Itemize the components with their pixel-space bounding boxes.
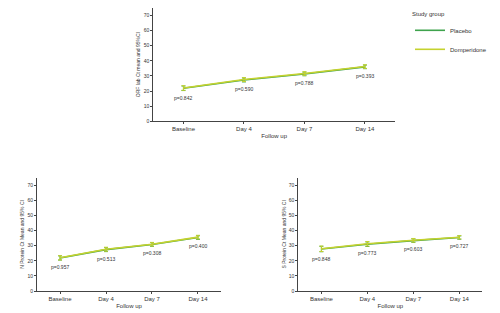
svg-text:40: 40 (289, 227, 295, 233)
svg-text:p=0.590: p=0.590 (235, 86, 253, 92)
svg-text:Follow up: Follow up (261, 133, 287, 139)
svg-text:p=0.603: p=0.603 (404, 246, 422, 252)
svg-text:30: 30 (289, 242, 295, 248)
svg-text:20: 20 (144, 88, 150, 94)
svg-text:Day 4: Day 4 (360, 296, 376, 302)
svg-text:40: 40 (27, 227, 33, 233)
svg-text:N Protein Ct Mean and 95% CI: N Protein Ct Mean and 95% CI (19, 200, 25, 269)
svg-text:Day 7: Day 7 (144, 296, 160, 302)
svg-text:Study group: Study group (412, 11, 445, 17)
svg-text:60: 60 (27, 197, 33, 203)
svg-text:Baseline: Baseline (49, 296, 73, 302)
svg-text:20: 20 (27, 258, 33, 264)
svg-text:0: 0 (146, 118, 149, 124)
svg-text:30: 30 (144, 73, 150, 79)
svg-text:10: 10 (144, 103, 150, 109)
svg-text:Follow up: Follow up (116, 303, 142, 309)
svg-text:60: 60 (289, 197, 295, 203)
svg-text:70: 70 (289, 182, 295, 188)
svg-text:50: 50 (144, 42, 150, 48)
svg-text:p=0.727: p=0.727 (450, 243, 468, 249)
svg-text:0: 0 (292, 288, 295, 294)
svg-text:60: 60 (144, 27, 150, 33)
svg-text:Day 7: Day 7 (406, 296, 422, 302)
svg-text:p=0.957: p=0.957 (51, 264, 69, 270)
svg-text:Day 4: Day 4 (98, 296, 114, 302)
svg-text:50: 50 (27, 212, 33, 218)
svg-text:ORF lab Ct mean and 95%CI: ORF lab Ct mean and 95%CI (135, 32, 141, 97)
svg-text:10: 10 (27, 273, 33, 279)
svg-text:p=0.788: p=0.788 (295, 80, 313, 86)
svg-text:Day 14: Day 14 (450, 296, 470, 302)
svg-text:S Protein Ct Mean and 95% CI: S Protein Ct Mean and 95% CI (281, 200, 287, 268)
svg-text:70: 70 (27, 182, 33, 188)
svg-text:Domperidone: Domperidone (450, 47, 487, 53)
svg-text:30: 30 (27, 242, 33, 248)
svg-text:p=0.848: p=0.848 (312, 256, 330, 262)
svg-text:p=0.400: p=0.400 (189, 243, 207, 249)
svg-text:p=0.308: p=0.308 (143, 250, 161, 256)
svg-text:Day 14: Day 14 (188, 296, 208, 302)
svg-text:10: 10 (289, 273, 295, 279)
svg-text:p=0.842: p=0.842 (174, 95, 192, 101)
svg-text:40: 40 (144, 58, 150, 64)
svg-text:0: 0 (30, 288, 33, 294)
svg-text:50: 50 (289, 212, 295, 218)
svg-text:p=0.393: p=0.393 (356, 73, 374, 79)
svg-text:Day 4: Day 4 (236, 126, 252, 132)
svg-text:p=0.773: p=0.773 (358, 250, 376, 256)
svg-text:20: 20 (289, 258, 295, 264)
svg-text:p=0.513: p=0.513 (97, 256, 115, 262)
svg-text:70: 70 (144, 12, 150, 18)
svg-text:Follow up: Follow up (378, 303, 404, 309)
svg-text:Baseline: Baseline (310, 296, 334, 302)
svg-text:Baseline: Baseline (172, 126, 196, 132)
svg-text:Placebo: Placebo (450, 28, 472, 34)
svg-text:Day 7: Day 7 (297, 126, 313, 132)
svg-text:Day 14: Day 14 (355, 126, 375, 132)
